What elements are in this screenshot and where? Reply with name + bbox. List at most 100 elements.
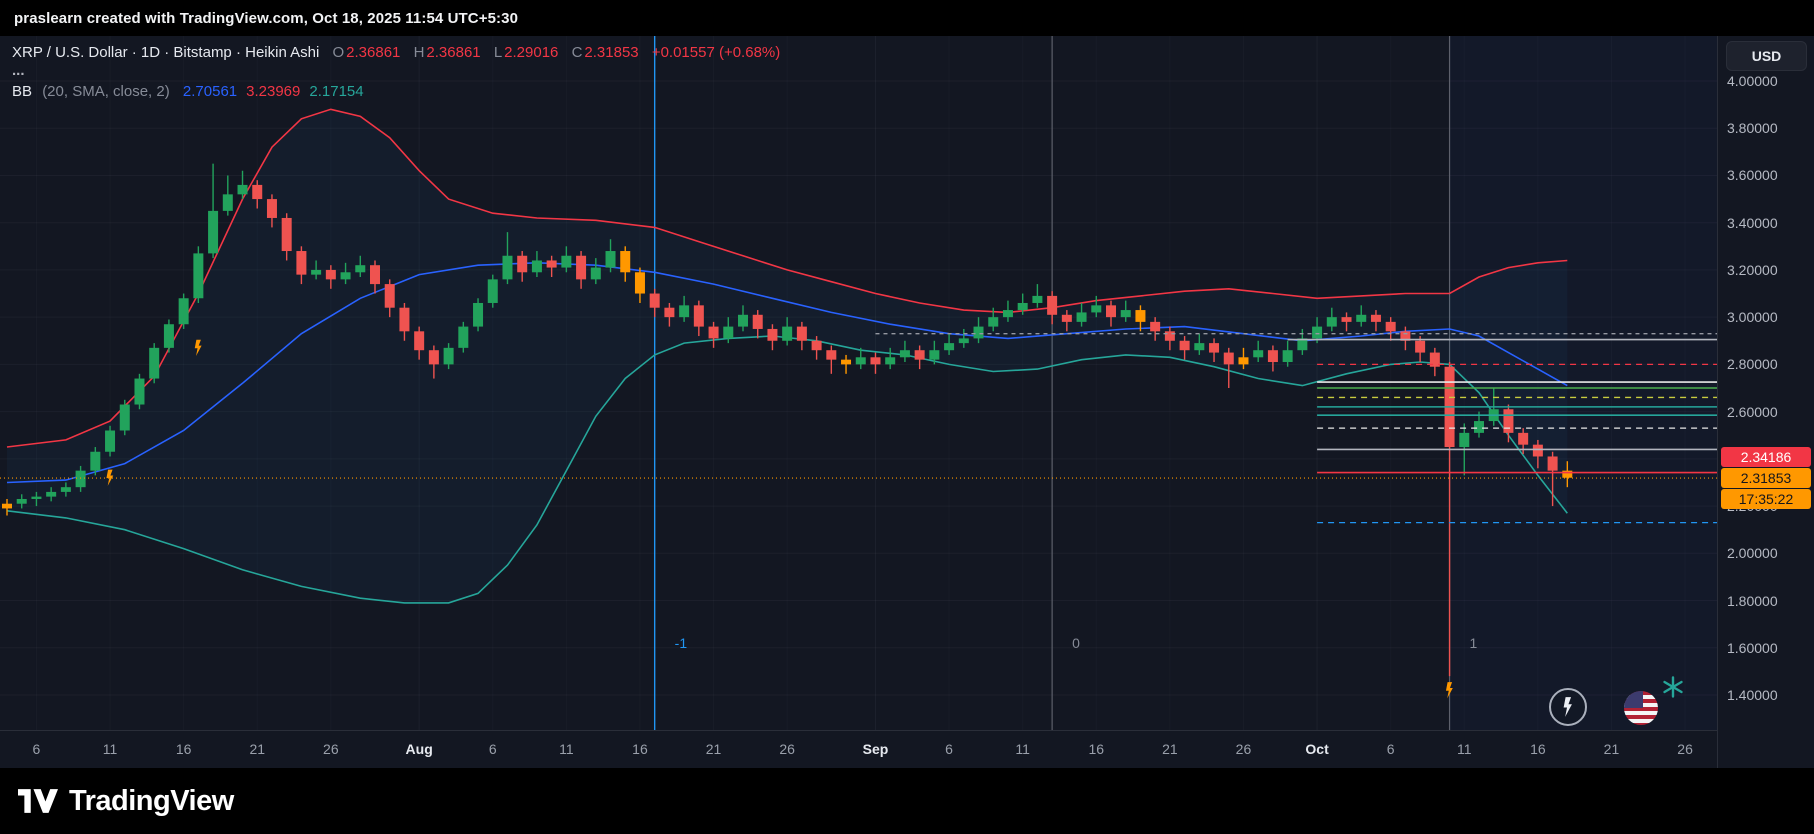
candle (914, 350, 925, 360)
lightning-marker-icon (1445, 682, 1453, 699)
flag-canton (1624, 691, 1643, 708)
candle (355, 265, 366, 273)
candle (708, 326, 719, 339)
candle (60, 487, 71, 492)
candle (119, 404, 130, 431)
price-tick: 3.40000 (1727, 214, 1778, 231)
price-tick: 3.80000 (1727, 120, 1778, 137)
candle (46, 491, 57, 497)
candle (281, 217, 292, 252)
attribution-bar: praslearn created with TradingView.com, … (0, 0, 1814, 36)
candle (1164, 331, 1175, 341)
candle (1253, 350, 1264, 358)
candle (1017, 302, 1028, 311)
svg-text:1: 1 (1470, 635, 1478, 651)
attribution-text: praslearn created with TradingView.com, … (14, 9, 519, 27)
markers-layer (106, 339, 1453, 699)
time-tick: 11 (1015, 741, 1030, 757)
time-tick: 11 (559, 741, 574, 757)
price-tick: 3.20000 (1727, 261, 1778, 278)
time-tick: 26 (779, 741, 795, 757)
candles-layer (2, 163, 1573, 677)
candle (1209, 343, 1220, 353)
candle (443, 347, 454, 365)
price-tick: 2.00000 (1727, 545, 1778, 562)
candle (1459, 432, 1470, 448)
countdown-badge: 17:35:22 (1721, 489, 1811, 510)
candle (899, 350, 910, 358)
candle (1415, 340, 1426, 353)
candle (664, 307, 675, 318)
price-line-badge: 2.34186 (1721, 447, 1811, 468)
time-tick: 16 (1088, 741, 1105, 757)
tradingview-logo[interactable]: TradingView (18, 785, 234, 818)
candle (531, 260, 542, 273)
price-tick: 2.80000 (1727, 356, 1778, 373)
candle (723, 326, 734, 339)
chart-area: -1 0 1 XRP / U.S. Dollar · 1D · Bitstamp ·… (0, 36, 1814, 768)
candle (1179, 340, 1190, 351)
candle (105, 430, 116, 452)
candle (311, 269, 322, 275)
candle (1385, 321, 1396, 332)
candle (1562, 470, 1573, 478)
candle (1061, 314, 1072, 322)
time-tick: 26 (323, 741, 339, 757)
candle (738, 314, 748, 327)
candle (1326, 317, 1337, 327)
candle (340, 272, 351, 280)
candle (1150, 321, 1161, 332)
candle (458, 326, 469, 348)
candle (826, 350, 837, 360)
candle (502, 255, 513, 280)
time-tick: 11 (102, 741, 118, 757)
lightning-icon (1563, 697, 1572, 717)
tradingview-logo-glyph (18, 789, 58, 813)
candle (134, 378, 145, 405)
chart-pane[interactable]: -1 0 1 XRP / U.S. Dollar · 1D · Bitstamp ·… (0, 36, 1717, 730)
candle (620, 251, 631, 273)
candle (679, 305, 690, 318)
price-tick: 3.00000 (1727, 309, 1778, 326)
vlines-layer (653, 36, 1451, 730)
candle (90, 451, 101, 471)
candle (1312, 326, 1323, 339)
time-tick: 26 (1235, 741, 1252, 757)
candle (590, 267, 601, 280)
candle (1091, 305, 1102, 313)
candle (16, 498, 27, 504)
candle (75, 470, 86, 488)
sparkle-icon (1662, 676, 1684, 703)
candle (752, 314, 763, 329)
candle (796, 326, 807, 341)
time-axis[interactable]: 6 11 16 21 26 Aug 6 11 16 21 26 Sep 6 11 16 21 26 Oct 6 11 1… (0, 730, 1717, 769)
time-tick: 21 (705, 741, 722, 757)
price-tick: 1.40000 (1727, 686, 1778, 703)
hlines-layer (875, 333, 1717, 524)
time-tick: Oct (1305, 741, 1329, 757)
candle (296, 251, 307, 275)
candle (1370, 314, 1381, 322)
candle (1194, 343, 1205, 351)
candle (487, 279, 498, 303)
candle (384, 284, 395, 308)
price-axis[interactable]: USD 4.00000 3.80000 3.60000 3.40000 3.20000 3… (1717, 36, 1814, 768)
candle (1120, 310, 1131, 318)
candle (767, 328, 778, 341)
candle (222, 194, 233, 211)
time-tick: 21 (249, 741, 266, 757)
candle (841, 359, 852, 365)
us-flag-icon[interactable] (1624, 691, 1658, 725)
currency-button[interactable]: USD (1726, 41, 1807, 71)
candle (473, 302, 484, 327)
candle (1547, 456, 1558, 471)
svg-text:-1: -1 (675, 635, 688, 651)
candle (605, 251, 616, 268)
candle (1223, 352, 1234, 365)
time-tick: 16 (632, 741, 648, 757)
lightning-button[interactable] (1549, 688, 1587, 726)
candle (885, 357, 896, 365)
candle (252, 184, 263, 200)
candle (929, 350, 940, 360)
